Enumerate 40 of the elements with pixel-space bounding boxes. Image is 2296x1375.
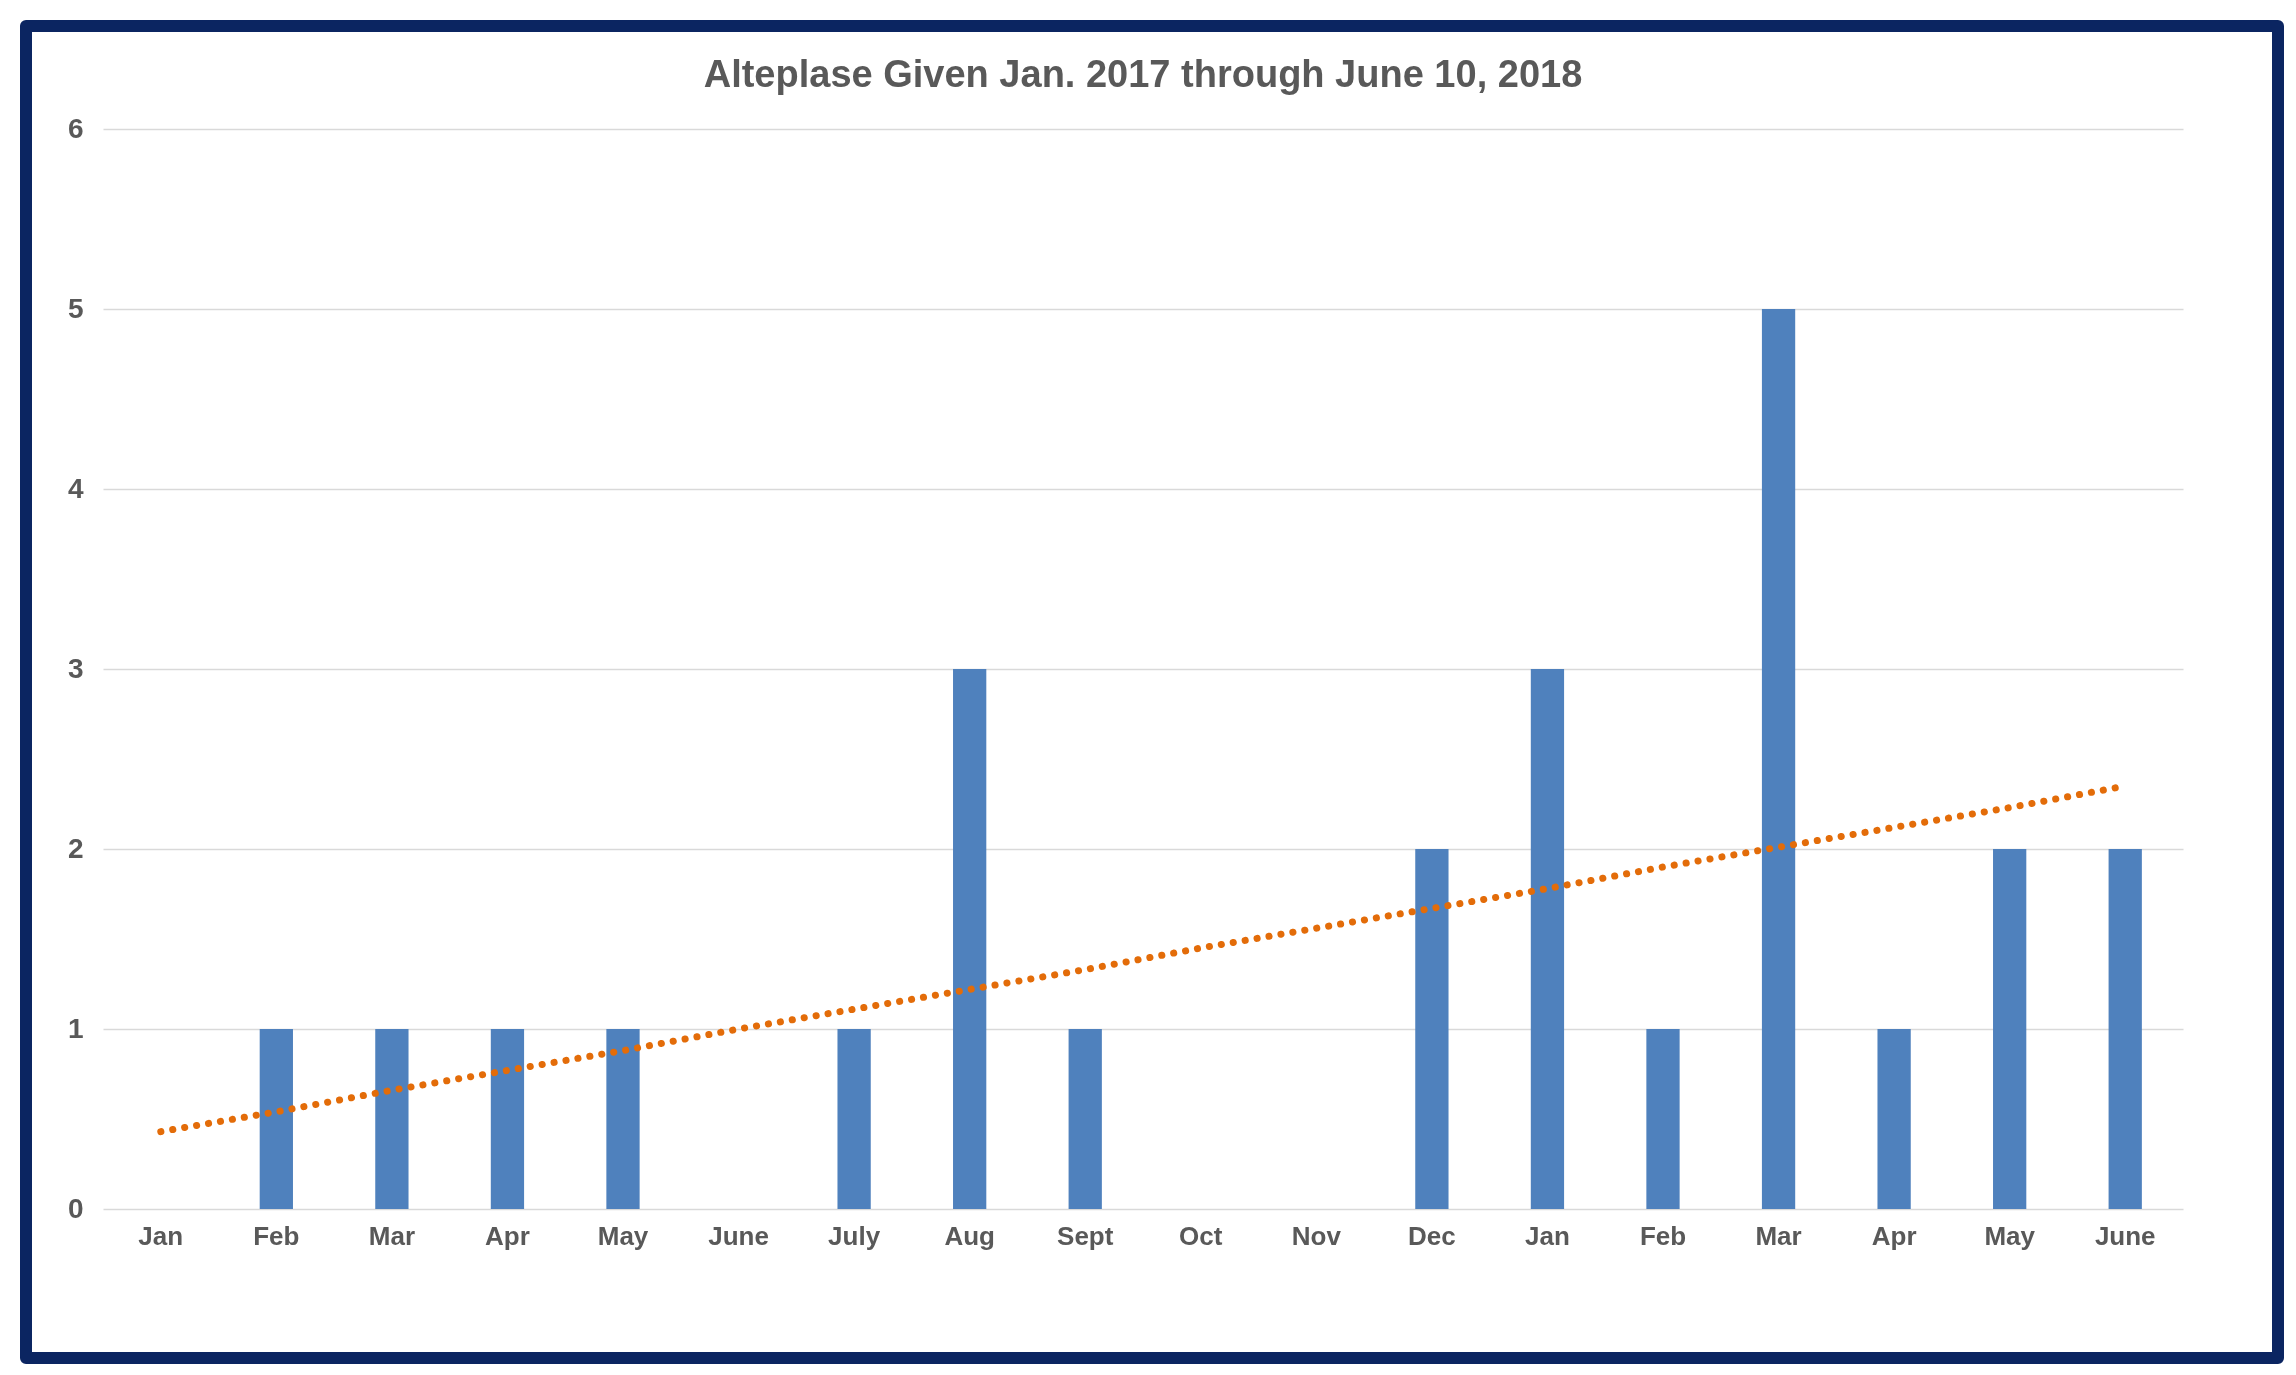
x-tick-label: Feb [1639, 1220, 1687, 1251]
y-tick-label: 5 [67, 292, 84, 324]
bar [1068, 1029, 1102, 1209]
x-tick-label: Apr [1871, 1220, 1917, 1251]
x-tick-label: June [2094, 1220, 2156, 1251]
y-tick-label: 2 [67, 832, 84, 864]
bar [490, 1029, 525, 1209]
x-tick-label: Nov [1291, 1220, 1342, 1251]
x-tick-label: May [1984, 1220, 2036, 1251]
x-tick-label: May [597, 1220, 649, 1251]
bar [837, 1029, 871, 1209]
chart-title: Alteplase Given Jan. 2017 through June 10, 2018 [703, 53, 1583, 95]
x-tick-label: Apr [485, 1220, 530, 1251]
x-tick-label: Mar [368, 1220, 416, 1251]
y-tick-label: 6 [67, 112, 84, 144]
y-tick-label: 4 [67, 472, 84, 504]
x-tick-label: July [828, 1220, 881, 1251]
y-tick-label: 0 [67, 1192, 84, 1224]
bar [375, 1029, 409, 1209]
bar [1530, 669, 1565, 1209]
bar [259, 1029, 293, 1209]
bar [2108, 849, 2142, 1209]
y-tick-label: 3 [67, 652, 84, 684]
x-tick-label: Oct [1179, 1220, 1223, 1251]
x-tick-label: Aug [944, 1220, 995, 1251]
bar [1415, 849, 1449, 1209]
x-tick-label: June [708, 1220, 769, 1251]
bar [1877, 1029, 1911, 1209]
x-tick-label: Dec [1408, 1220, 1456, 1251]
bar [1761, 309, 1796, 1209]
bar [606, 1029, 640, 1209]
x-tick-label: Jan [1525, 1220, 1570, 1251]
x-tick-label: Sept [1057, 1220, 1114, 1251]
bar [953, 669, 987, 1209]
x-tick-label: Mar [1755, 1220, 1802, 1251]
y-tick-label: 1 [67, 1012, 84, 1044]
bar [1646, 1029, 1680, 1209]
x-tick-label: Feb [253, 1220, 300, 1251]
x-tick-label: Jan [138, 1220, 184, 1251]
bar [1993, 849, 2027, 1209]
